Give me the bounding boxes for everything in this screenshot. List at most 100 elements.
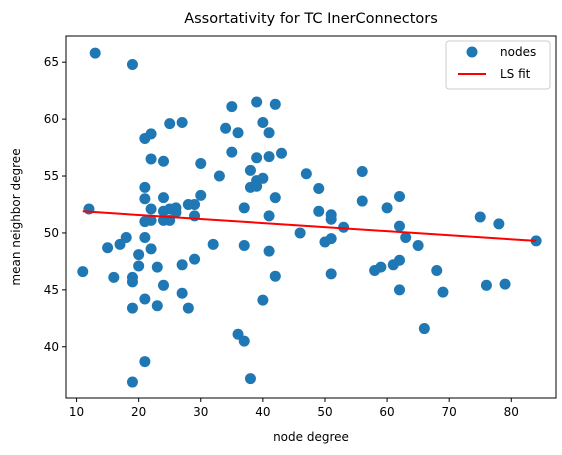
plot-area: [77, 47, 542, 388]
data-point: [145, 243, 157, 255]
data-point: [164, 118, 176, 130]
data-point: [338, 221, 350, 233]
data-point: [151, 300, 163, 312]
y-tick-label: 60: [44, 112, 59, 126]
data-point: [325, 213, 337, 225]
data-point: [189, 253, 201, 265]
y-tick-label: 45: [44, 283, 59, 297]
y-tick-label: 50: [44, 226, 59, 240]
axes-frame: [65, 35, 557, 399]
data-point: [437, 286, 449, 298]
data-point: [145, 153, 157, 165]
data-point: [145, 128, 157, 140]
data-point: [313, 183, 325, 195]
legend-label-ls-fit: LS fit: [500, 67, 531, 81]
x-tick-label: 60: [379, 405, 394, 419]
data-point: [238, 239, 250, 251]
data-point: [394, 220, 405, 232]
data-point: [238, 335, 250, 347]
data-point: [269, 270, 281, 282]
data-point: [126, 276, 138, 288]
data-point: [300, 168, 312, 180]
data-point: [213, 170, 225, 182]
x-tick-label: 30: [193, 405, 208, 419]
data-point: [257, 294, 269, 306]
data-point: [226, 101, 238, 113]
data-point: [294, 227, 306, 239]
data-point: [139, 181, 151, 193]
data-point: [139, 293, 151, 305]
data-point: [269, 192, 281, 204]
data-point: [381, 202, 393, 214]
ls-fit-line: [82, 210, 537, 242]
data-point: [244, 164, 256, 176]
data-point: [182, 302, 194, 314]
y-tick-label: 65: [44, 55, 59, 69]
data-point: [151, 261, 163, 273]
data-point: [158, 192, 169, 204]
data-point: [480, 279, 492, 291]
data-point: [238, 202, 250, 214]
data-point: [276, 147, 287, 159]
data-point: [133, 260, 145, 272]
data-point: [139, 193, 151, 205]
data-point: [220, 122, 232, 134]
data-point: [207, 238, 219, 250]
x-tick-label: 40: [255, 405, 270, 419]
x-tick-label: 50: [317, 405, 332, 419]
data-point: [226, 146, 238, 158]
data-point: [158, 155, 169, 167]
data-point: [263, 127, 275, 139]
data-point: [195, 189, 207, 201]
x-tick-label: 10: [69, 405, 84, 419]
data-point: [325, 233, 337, 245]
data-point: [431, 265, 443, 276]
x-axis: 10 20 30 40 50 60 70 80: [69, 398, 519, 419]
data-point: [251, 152, 263, 164]
x-tick-label: 20: [131, 405, 146, 419]
x-axis-label: node degree: [273, 430, 349, 444]
data-point: [176, 287, 188, 299]
data-point: [170, 206, 182, 218]
data-point: [356, 195, 368, 207]
x-tick-label: 70: [442, 405, 457, 419]
data-point: [394, 284, 405, 296]
data-point: [176, 259, 188, 271]
data-point: [133, 249, 145, 261]
data-point: [412, 239, 424, 251]
data-point: [263, 151, 275, 163]
data-point: [375, 261, 387, 273]
x-tick-label: 80: [504, 405, 519, 419]
data-point: [108, 271, 120, 283]
y-tick-label: 40: [44, 340, 59, 354]
data-point: [251, 180, 263, 192]
data-point: [499, 278, 511, 290]
data-point: [269, 98, 281, 110]
y-axis-label: mean neighbor degree: [9, 148, 23, 285]
data-point: [474, 211, 486, 223]
data-point: [77, 266, 89, 278]
data-point: [394, 254, 405, 266]
data-point: [139, 356, 151, 368]
data-point: [263, 210, 275, 222]
data-point: [356, 165, 368, 177]
data-point: [257, 117, 269, 129]
data-point: [251, 96, 263, 108]
data-point: [244, 373, 256, 385]
data-point: [120, 231, 132, 243]
data-point: [176, 117, 188, 129]
data-point: [89, 47, 101, 59]
data-point: [158, 279, 169, 291]
data-point: [126, 302, 138, 314]
data-point: [102, 242, 114, 254]
data-point: [325, 268, 337, 280]
data-point: [493, 218, 505, 230]
legend: nodes LS fit: [445, 40, 551, 90]
data-point: [126, 58, 138, 70]
data-point: [145, 203, 157, 215]
legend-marker-nodes: [466, 46, 478, 58]
data-point: [139, 231, 151, 243]
chart-title: Assortativity for TC InerConnectors: [184, 11, 438, 27]
data-point: [145, 214, 157, 226]
